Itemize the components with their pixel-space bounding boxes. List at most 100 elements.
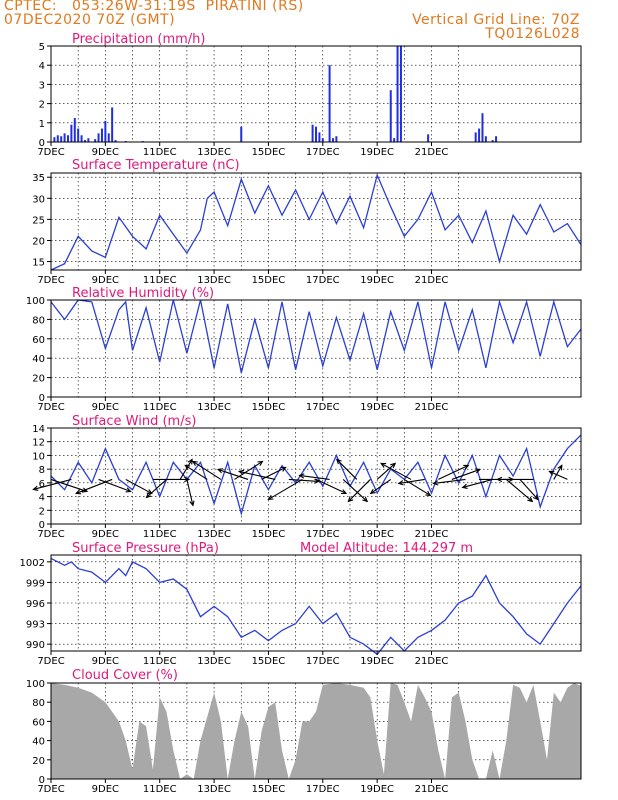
y-tick-label: 1002	[20, 558, 45, 569]
y-tick-label: 80	[32, 315, 45, 326]
panel-title: Cloud Cover (%)	[72, 668, 178, 683]
wind-vector-head	[267, 494, 274, 501]
cloud-cover-area	[51, 683, 581, 779]
x-tick-label: 11DEC	[143, 656, 177, 667]
precip-bar	[66, 135, 69, 142]
x-tick-label: 15DEC	[252, 147, 286, 158]
wind-vector	[184, 464, 208, 480]
panel-frame	[50, 427, 582, 525]
precip-bar	[399, 46, 402, 142]
x-tick-label: 9DEC	[92, 784, 119, 795]
precip-bar	[393, 138, 396, 142]
x-tick-label: 17DEC	[306, 275, 340, 286]
wind-vector-head	[184, 464, 191, 470]
y-tick-label: 100	[26, 296, 45, 307]
wind-vector-head	[216, 468, 224, 474]
wind-vector	[217, 468, 249, 480]
wind-vector-head	[362, 496, 369, 503]
wind-vector-head	[463, 464, 470, 470]
wind-vector-head	[557, 464, 563, 471]
precip-bar	[73, 118, 76, 142]
y-tick-label: 990	[26, 640, 45, 651]
wind-vector-head	[145, 492, 152, 499]
wind-vector	[433, 478, 466, 484]
wind-vector	[553, 465, 563, 480]
wind-vector-head	[369, 488, 376, 495]
y-tick-label: 4	[39, 61, 45, 72]
precip-bar	[396, 46, 399, 142]
y-tick-label: 40	[32, 737, 45, 748]
x-tick-label: 19DEC	[360, 656, 394, 667]
wind-vector-head	[237, 469, 245, 475]
y-tick-label: 993	[26, 620, 45, 631]
precip-bar	[335, 136, 338, 142]
wind-vector	[125, 478, 153, 494]
x-tick-label: 13DEC	[197, 784, 231, 795]
wind-vector	[438, 464, 469, 480]
x-tick-label: 9DEC	[92, 147, 119, 158]
x-tick-label: 13DEC	[197, 656, 231, 667]
panel-title: Surface Pressure (hPa)	[72, 541, 219, 556]
y-tick-label: 10	[32, 451, 45, 462]
wind-vector-head	[461, 483, 468, 489]
x-tick-label: 13DEC	[197, 402, 231, 413]
x-tick-label: 13DEC	[197, 147, 231, 158]
x-tick-label: 11DEC	[143, 147, 177, 158]
precip-bar	[315, 126, 317, 142]
x-tick-label: 7DEC	[37, 275, 64, 286]
wind-vector-head	[298, 473, 305, 479]
y-tick-label: 12	[32, 438, 45, 449]
y-tick-label: 0	[39, 393, 45, 404]
y-tick-label: 3	[39, 80, 45, 91]
wind-vector-head	[390, 462, 397, 469]
wind-vector-head	[335, 458, 342, 465]
model-altitude: Model Altitude: 144.297 m	[300, 541, 473, 556]
wind-vector-head	[379, 462, 387, 468]
y-tick-label: 60	[32, 335, 45, 346]
panel-title: Relative Humidity (%)	[72, 286, 214, 301]
x-tick-label: 21DEC	[415, 529, 449, 540]
y-tick-label: 0	[39, 138, 45, 149]
wind-vector-head	[184, 476, 191, 483]
wind-vector	[342, 479, 368, 502]
precip-bar	[484, 136, 487, 142]
precip-bar	[495, 136, 498, 142]
panel-title: Surface Temperature (nC)	[72, 158, 240, 173]
precip-bar	[491, 140, 494, 142]
y-tick-label: 20	[32, 236, 45, 247]
x-tick-label: 21DEC	[415, 656, 449, 667]
wind-vector	[398, 478, 425, 484]
wind-vector-head	[257, 460, 264, 466]
header-datetime: 07DEC2020 70Z (GMT)	[4, 12, 176, 28]
y-tick-label: 25	[32, 215, 45, 226]
wind-vector	[315, 478, 347, 494]
precip-bar	[481, 113, 484, 142]
wind-vector-head	[75, 489, 82, 495]
wind-vector-head	[32, 485, 39, 491]
wind-vector	[268, 478, 303, 500]
wind-vector-head	[347, 496, 354, 503]
series-line	[50, 299, 582, 373]
x-tick-label: 11DEC	[143, 784, 177, 795]
y-tick-label: 100	[26, 679, 45, 690]
precip-bar	[389, 90, 392, 142]
x-tick-label: 9DEC	[92, 275, 119, 286]
wind-vector	[239, 470, 276, 480]
y-tick-label: 0	[39, 775, 45, 786]
x-tick-label: 9DEC	[92, 656, 119, 667]
x-tick-label: 7DEC	[37, 784, 64, 795]
wind-vector	[179, 459, 193, 480]
x-tick-label: 19DEC	[360, 275, 394, 286]
precip-bar	[77, 128, 80, 142]
precip-bar	[240, 126, 243, 142]
precip-bar	[94, 139, 97, 142]
wind-vector-head	[191, 460, 198, 466]
precip-bar	[80, 135, 83, 142]
wind-vector	[186, 479, 194, 506]
precip-bar	[328, 65, 331, 142]
panel-frame	[50, 172, 582, 271]
precip-bar	[318, 132, 321, 142]
panel-frame	[50, 299, 582, 398]
